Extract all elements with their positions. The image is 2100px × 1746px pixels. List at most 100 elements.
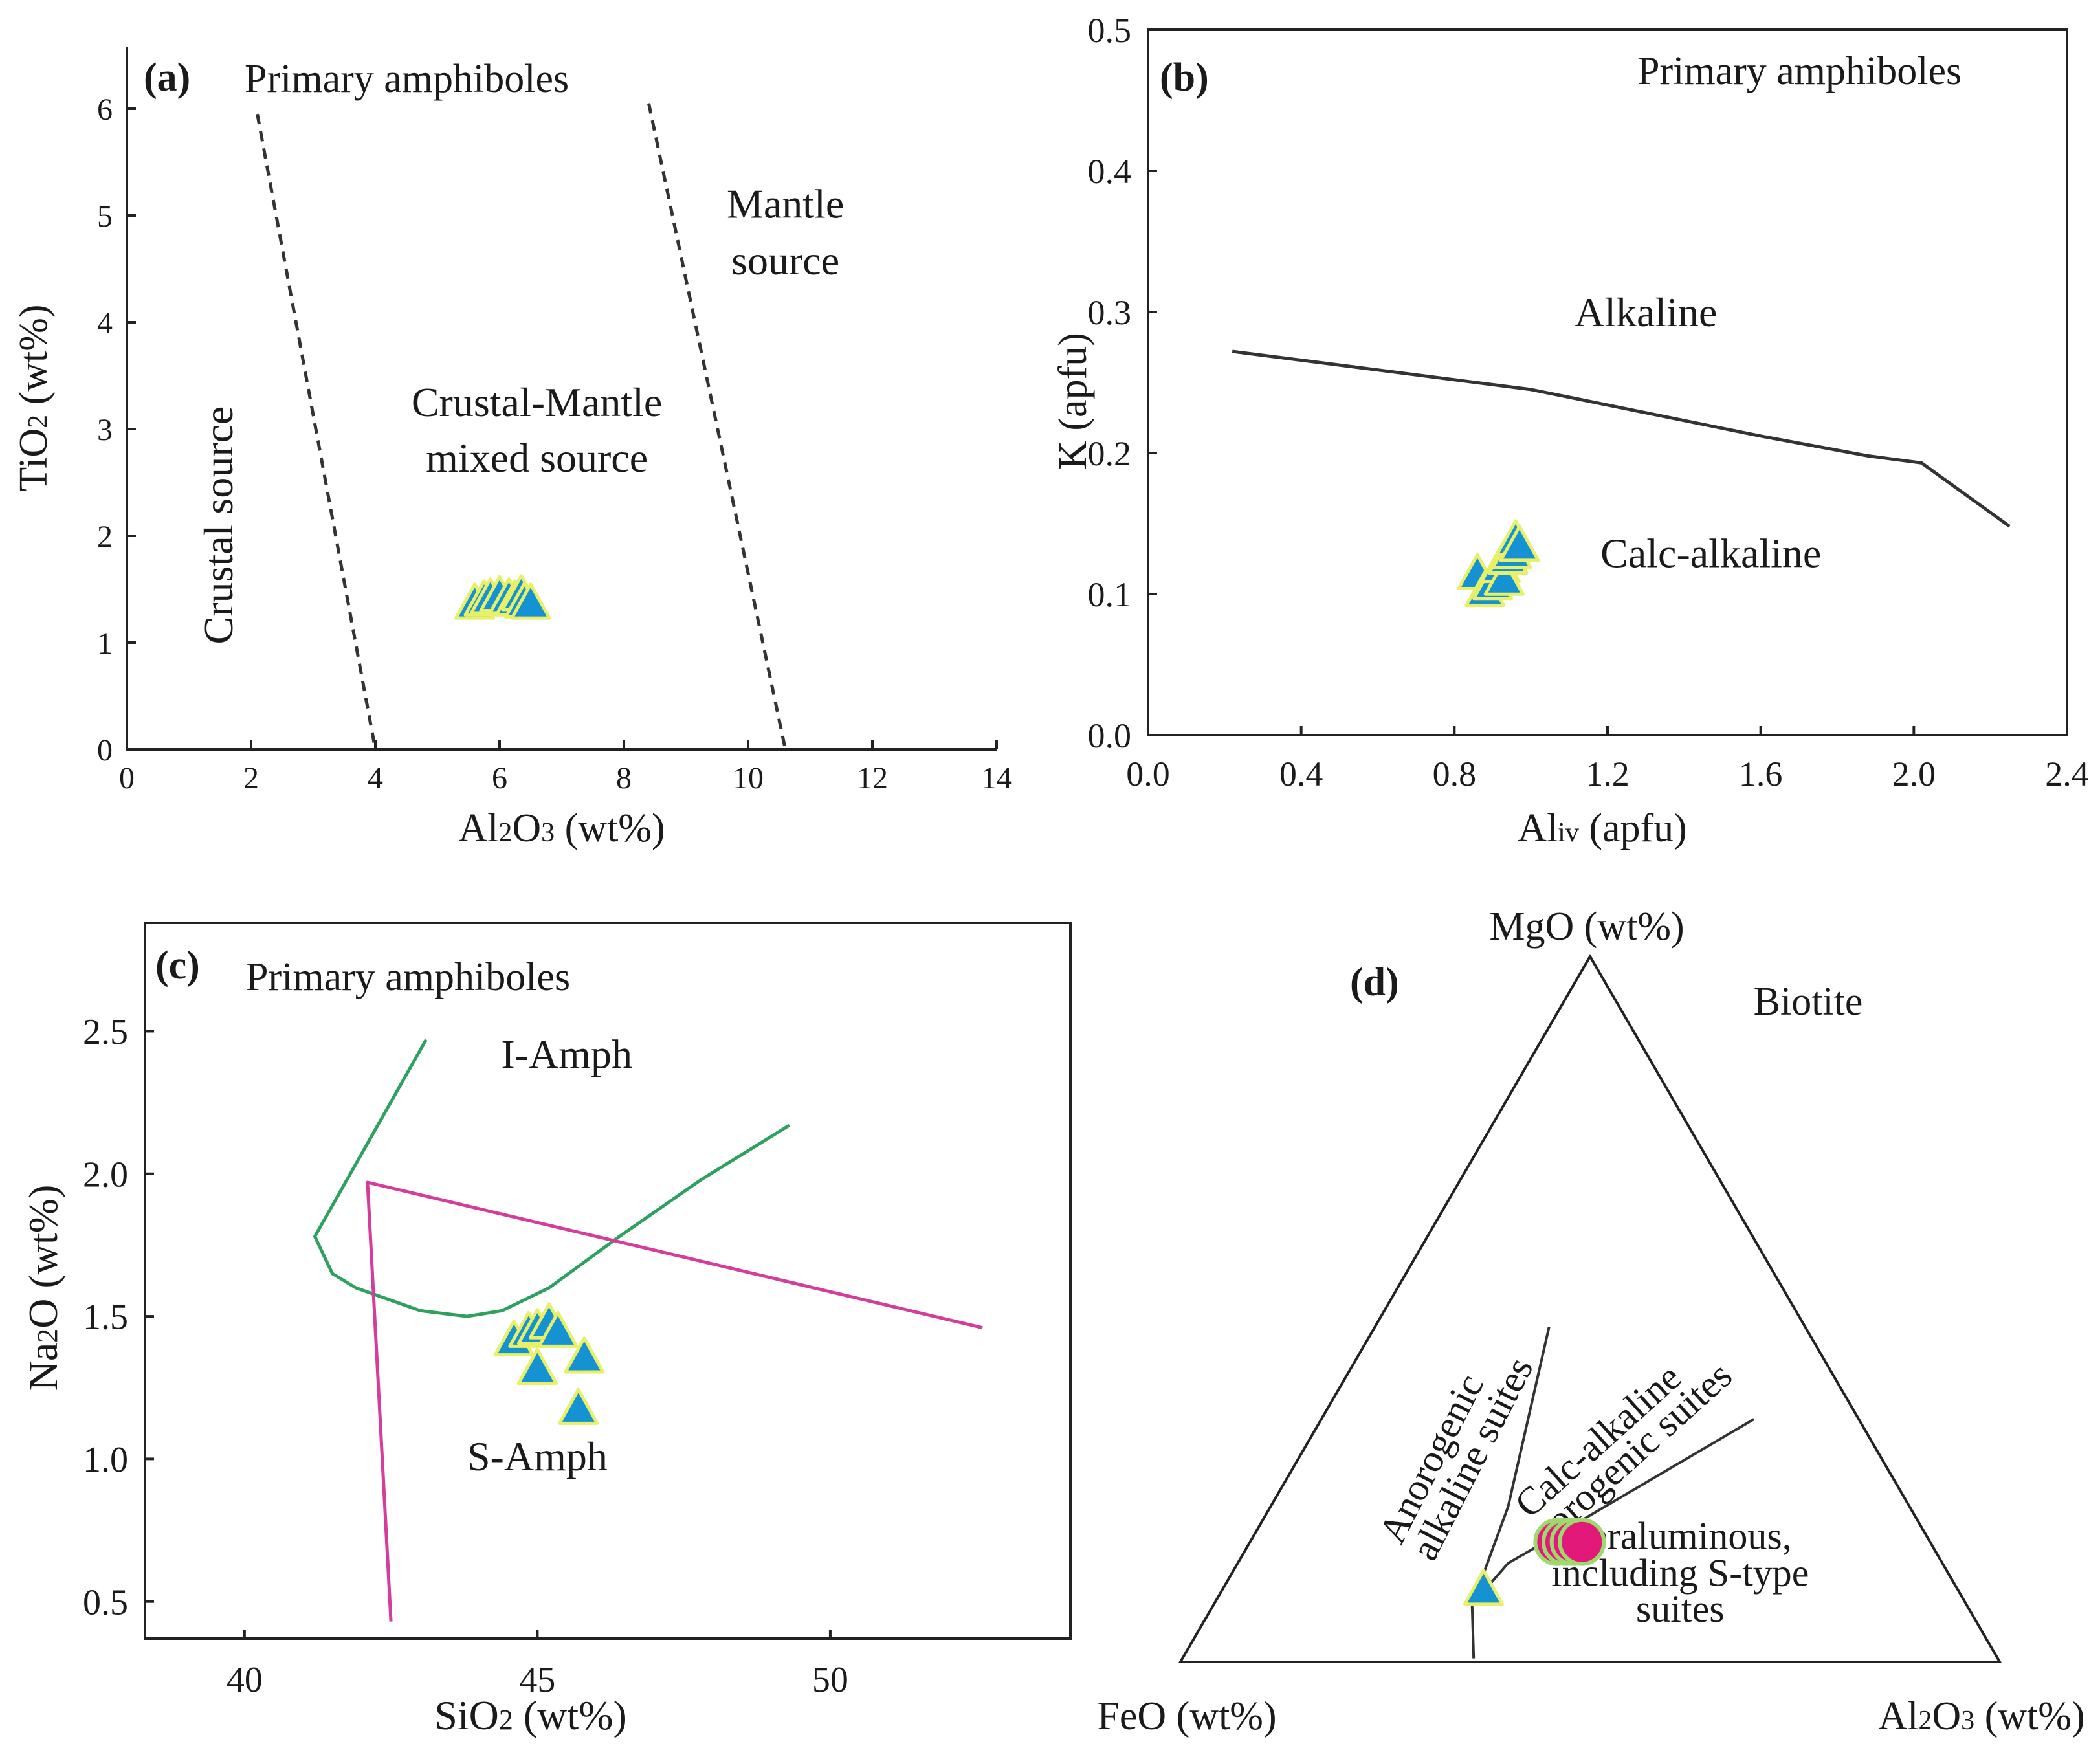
pa-x-tick-label: 0 <box>119 761 135 795</box>
pc-triangle-marker <box>516 1347 558 1386</box>
pa-x-tick-label: 14 <box>981 761 1012 795</box>
panel-b-label: (b) <box>1160 56 1209 100</box>
panel-b: 0.0 0.4 0.8 1.2 1.6 2.0 2.4 0.0 0.1 0.2 0.3 0.4 0.5… <box>1051 11 2089 850</box>
pa-y-tick-label: 1 <box>97 626 113 661</box>
pd-region-label: suites <box>1636 1587 1725 1630</box>
pc-triangle-marker <box>564 1336 605 1374</box>
pd-boundary-line <box>1470 1604 1476 1659</box>
pa-x-tick-label: 10 <box>733 761 764 795</box>
pc-x-tick-label: 40 <box>227 1660 263 1700</box>
panel-a-region-labels: Crustal source Crustal-Mantle mixed source… <box>195 181 844 644</box>
pd-region-label: Peraluminous, <box>1569 1515 1792 1558</box>
pc-y-tick-label: 0.5 <box>83 1582 128 1622</box>
panel-a-y-ticks: 0 1 2 3 4 5 6 <box>97 93 136 768</box>
pc-triangle-marker <box>558 1387 599 1425</box>
panel-c-y-axis-label: Na2O (wt%) <box>20 1185 66 1391</box>
pa-region-label: mixed source <box>426 435 648 481</box>
pa-triangle-marker <box>510 582 551 620</box>
panel-d-apex-left-label: FeO (wt%) <box>1097 1694 1276 1738</box>
pa-y-tick-label: 4 <box>97 306 113 340</box>
panel-a-x-ticks: 0 2 4 6 8 10 12 14 <box>119 740 1012 795</box>
pd-triangle-marker <box>1463 1569 1504 1606</box>
pb-triangle-marker <box>1499 525 1540 562</box>
pa-boundary-line <box>256 113 377 750</box>
panel-a-data-points <box>454 574 551 620</box>
pd-circle-marker <box>1558 1518 1606 1566</box>
pa-y-tick-label: 0 <box>97 733 113 768</box>
panel-d-apex-top-label: MgO (wt%) <box>1489 905 1684 949</box>
panel-b-boundaries <box>1232 349 2011 528</box>
pc-region-label: S-Amph <box>467 1433 608 1479</box>
pa-x-tick-label: 4 <box>368 761 383 795</box>
pb-x-tick-label: 0.8 <box>1433 755 1477 793</box>
panel-d-data-points <box>1463 1518 1606 1606</box>
panel-a-title: Primary amphiboles <box>245 57 569 101</box>
pb-y-tick-label: 0.5 <box>1088 11 1132 50</box>
pb-y-tick-label: 0.4 <box>1088 152 1132 191</box>
pa-y-tick-label: 6 <box>97 93 113 127</box>
pa-x-tick-label: 8 <box>616 761 632 795</box>
pc-x-tick-label: 45 <box>519 1660 555 1700</box>
pa-region-label: Crustal-Mantle <box>412 379 662 425</box>
panel-c-data-points <box>493 1302 605 1425</box>
panel-b-data-points <box>1457 519 1540 608</box>
panel-b-axes <box>1147 28 2068 736</box>
pb-triangle-marker <box>1483 558 1525 596</box>
pb-x-tick-label: 0.4 <box>1279 755 1323 793</box>
panel-b-x-ticks: 0.0 0.4 0.8 1.2 1.6 2.0 2.4 <box>1126 726 2089 793</box>
pa-region-label: Mantle <box>727 181 844 227</box>
panel-c-axes <box>144 922 1072 1640</box>
panel-d-apex-right-label: Al2O3 (wt%) <box>1878 1694 2084 1738</box>
panel-d-title: Biotite <box>1754 980 1863 1024</box>
pc-region-label: I-Amph <box>501 1032 632 1077</box>
pa-x-tick-label: 6 <box>492 761 507 795</box>
pb-x-tick-label: 2.4 <box>2045 755 2089 793</box>
pc-boundary-line <box>366 1180 983 1622</box>
pb-region-label: Alkaline <box>1575 289 1717 335</box>
panel-c-title: Primary amphiboles <box>246 955 570 999</box>
panel-c-y-ticks: 0.5 1.0 1.5 2.0 2.5 <box>83 1012 154 1622</box>
panel-c-x-axis-label: SiO2 (wt%) <box>434 1692 627 1738</box>
pa-region-label: Crustal source <box>195 406 241 645</box>
panel-c-region-labels: I-Amph S-Amph <box>467 1032 632 1479</box>
panel-c-x-ticks: 40 45 50 <box>227 1630 848 1700</box>
pb-x-tick-label: 1.6 <box>1739 755 1783 793</box>
panel-d-ternary-triangle <box>1178 954 2002 1663</box>
pb-y-tick-label: 0.1 <box>1088 575 1132 614</box>
panel-a-y-axis-label: TiO2 (wt%) <box>12 304 56 491</box>
panel-b-x-axis-label: Aliv (apfu) <box>1518 806 1687 850</box>
pb-region-label: Calc-alkaline <box>1600 531 1821 577</box>
pa-y-tick-label: 5 <box>97 199 113 234</box>
pc-y-tick-label: 1.5 <box>83 1298 128 1338</box>
pb-y-tick-label: 0.0 <box>1088 716 1132 755</box>
pa-y-tick-label: 2 <box>97 520 113 554</box>
pa-boundary-line <box>647 103 788 750</box>
pb-x-tick-label: 2.0 <box>1892 755 1936 793</box>
pc-y-tick-label: 2.0 <box>83 1155 128 1195</box>
panel-b-region-labels: Alkaline Calc-alkaline <box>1575 289 1821 577</box>
pb-x-tick-label: 0.0 <box>1126 755 1170 793</box>
pa-x-tick-label: 2 <box>243 761 259 795</box>
panel-b-y-ticks: 0.0 0.1 0.2 0.3 0.4 0.5 <box>1088 11 1157 755</box>
pc-y-tick-label: 2.5 <box>83 1012 128 1052</box>
pc-x-tick-label: 50 <box>812 1660 848 1700</box>
panel-b-title: Primary amphiboles <box>1637 49 1962 93</box>
pa-x-tick-label: 12 <box>857 761 888 795</box>
panel-a-x-axis-label: Al2O3 (wt%) <box>458 806 665 850</box>
pb-x-tick-label: 1.2 <box>1586 755 1630 793</box>
panel-d-label: (d) <box>1350 960 1399 1004</box>
pc-boundary-line <box>313 1039 790 1318</box>
panel-a-boundaries <box>256 103 788 750</box>
panel-c-label: (c) <box>155 944 200 988</box>
pb-y-tick-label: 0.2 <box>1088 434 1132 473</box>
pa-y-tick-label: 3 <box>97 413 113 447</box>
pa-region-label: source <box>731 238 839 283</box>
pb-y-tick-label: 0.3 <box>1088 293 1132 332</box>
panel-b-y-axis-label: K (apfu) <box>1051 333 1095 470</box>
